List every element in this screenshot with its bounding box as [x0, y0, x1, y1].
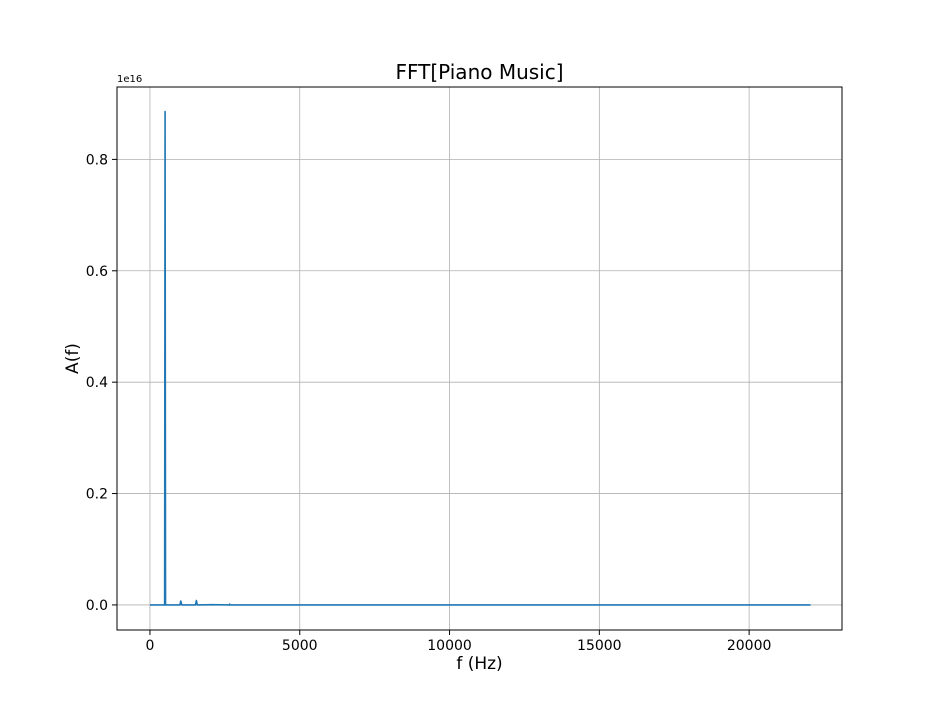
y-tick-label: 0.0 — [86, 598, 108, 614]
grid-lines — [117, 87, 842, 630]
x-tick-label: 5000 — [282, 638, 318, 654]
tick-layer: 0 5000 10000 15000 20000 0.0 0.2 0.4 0.6 0.8 — [86, 152, 772, 654]
spectrum-line — [149, 110, 811, 606]
y-tick-label: 0.8 — [86, 152, 108, 168]
x-tick-label: 10000 — [427, 638, 472, 654]
y-tick-label: 0.6 — [86, 264, 108, 280]
y-axis-label: A(f) — [63, 343, 83, 374]
y-tick-label: 0.2 — [86, 487, 108, 503]
x-tick-label: 20000 — [727, 638, 772, 654]
x-axis-label: f (Hz) — [456, 654, 502, 674]
y-tick-label: 0.4 — [86, 375, 108, 391]
y-axis-offset-label: 1e16 — [117, 74, 142, 85]
chart-title: FFT[Piano Music] — [395, 60, 563, 84]
plot-area-frame — [116, 86, 843, 631]
series-layer — [149, 110, 811, 606]
x-tick-label: 15000 — [577, 638, 622, 654]
x-tick-label: 0 — [145, 638, 154, 654]
